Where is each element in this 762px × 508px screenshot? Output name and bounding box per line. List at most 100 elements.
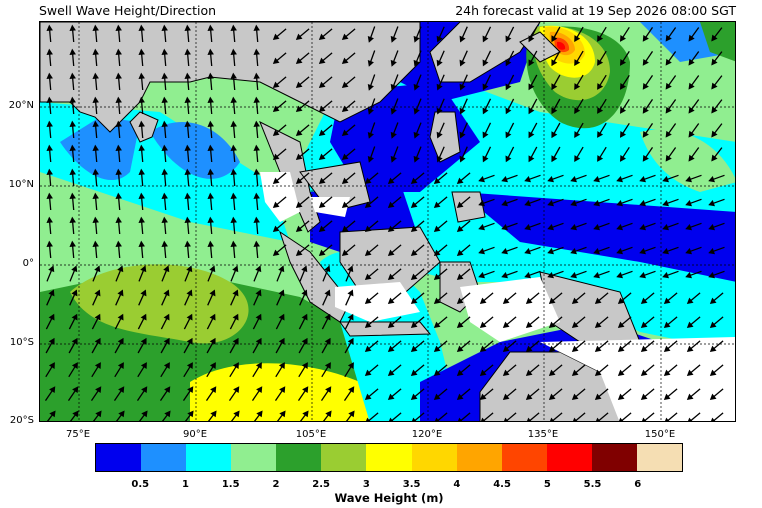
lon-label-90e: 90°E bbox=[182, 429, 208, 440]
swell-arrow-head bbox=[387, 177, 395, 184]
swell-arrow-head bbox=[46, 240, 53, 247]
swell-arrow-head bbox=[253, 216, 260, 223]
swell-arrow-head bbox=[642, 417, 647, 421]
swell-arrow-head bbox=[685, 224, 692, 231]
swell-arrow-head bbox=[184, 96, 191, 103]
swell-arrow-head bbox=[301, 265, 308, 273]
swell-arrow-head bbox=[387, 249, 395, 256]
swell-arrow-head bbox=[640, 369, 648, 376]
swell-arrow-head bbox=[688, 106, 695, 114]
swell-arrow-head bbox=[619, 107, 626, 114]
swell-arrow-head bbox=[502, 321, 510, 328]
swell-arrow-head bbox=[502, 297, 510, 304]
swell-arrow-head bbox=[665, 58, 672, 66]
swell-arrow-head bbox=[347, 313, 354, 321]
swell-arrow-head bbox=[593, 176, 600, 183]
swell-arrow-head bbox=[433, 369, 441, 376]
swell-arrow-head bbox=[318, 153, 326, 160]
swell-arrow-head bbox=[410, 273, 418, 280]
swell-arrow-head bbox=[207, 48, 214, 55]
swell-arrow-head bbox=[525, 393, 533, 400]
swell-arrow-head bbox=[597, 107, 604, 114]
swell-arrow-head bbox=[524, 272, 531, 279]
swell-arrow-head bbox=[364, 273, 372, 280]
colorbar-swatch bbox=[141, 444, 187, 471]
swell-arrow-head bbox=[295, 33, 303, 40]
swell-arrow bbox=[689, 412, 701, 421]
swell-arrow-head bbox=[253, 24, 260, 31]
swell-arrow-head bbox=[46, 168, 53, 175]
swell-arrow-head bbox=[688, 82, 695, 90]
swell-arrow-head bbox=[524, 248, 531, 255]
swell-map[interactable] bbox=[39, 21, 736, 422]
swell-arrow-head bbox=[665, 82, 672, 90]
swell-arrow-head bbox=[69, 72, 76, 79]
swell-arrow-head bbox=[230, 72, 237, 79]
swell-arrow-head bbox=[140, 362, 147, 369]
swell-arrow-head bbox=[479, 393, 487, 400]
swell-arrow-head bbox=[479, 345, 487, 352]
swell-arrow-head bbox=[709, 321, 717, 328]
swell-arrow-head bbox=[140, 265, 147, 273]
swell-arrow-head bbox=[390, 107, 397, 115]
swell-arrow-head bbox=[272, 81, 280, 88]
swell-arrow-head bbox=[479, 321, 487, 328]
swell-arrow-head bbox=[711, 130, 718, 138]
swell-arrow-head bbox=[210, 410, 217, 418]
swell-arrow-head bbox=[138, 24, 145, 31]
swell-arrow-head bbox=[46, 72, 53, 79]
swell-arrow-head bbox=[547, 224, 554, 231]
swell-arrow bbox=[597, 412, 609, 421]
swell-arrow-head bbox=[161, 120, 168, 127]
swell-arrow-head bbox=[138, 168, 145, 175]
swell-arrow-head bbox=[617, 297, 625, 304]
swell-arrow-head bbox=[501, 224, 508, 231]
swell-arrow-head bbox=[253, 96, 260, 103]
swell-arrow-head bbox=[255, 265, 262, 273]
colorbar-swatch bbox=[591, 444, 637, 471]
swell-arrow-head bbox=[209, 362, 216, 369]
swell-arrow bbox=[413, 412, 425, 421]
swell-arrow-head bbox=[548, 297, 556, 304]
swell-arrow-head bbox=[688, 34, 695, 42]
swell-arrow-head bbox=[478, 248, 485, 255]
swell-arrow-head bbox=[685, 248, 692, 255]
land-asia bbox=[40, 22, 421, 133]
swell-arrow-head bbox=[161, 72, 168, 79]
swell-arrow-head bbox=[688, 58, 695, 66]
swell-arrow-head bbox=[341, 105, 349, 112]
swell-arrow-head bbox=[367, 84, 374, 91]
swell-arrow-head bbox=[663, 393, 671, 400]
land-mindanao bbox=[451, 191, 486, 223]
swell-arrow-head bbox=[230, 192, 237, 199]
swell-arrow-head bbox=[548, 369, 556, 376]
lat-label-20s: 20°S bbox=[9, 415, 34, 426]
swell-arrow-head bbox=[325, 386, 332, 394]
swell-arrow-head bbox=[387, 201, 395, 208]
swell-arrow-head bbox=[459, 107, 466, 115]
swell-arrow-head bbox=[140, 337, 147, 345]
swell-arrow-head bbox=[711, 154, 718, 162]
swell-arrow-head bbox=[184, 24, 191, 31]
colorbar-tick-label: 2.5 bbox=[312, 479, 330, 490]
swell-arrow-head bbox=[642, 34, 649, 42]
swell-arrow-head bbox=[665, 106, 672, 114]
swell-arrow-head bbox=[502, 369, 510, 376]
swell-arrow-head bbox=[617, 345, 625, 352]
swell-arrow-head bbox=[118, 410, 125, 418]
swell-arrow-head bbox=[639, 224, 646, 231]
swell-arrow-head bbox=[436, 107, 443, 115]
swell-arrow-head bbox=[115, 120, 122, 127]
colorbar-tick-label: 0.5 bbox=[131, 479, 150, 490]
lon-label-150e: 150°E bbox=[644, 429, 676, 440]
swell-arrow-head bbox=[115, 168, 122, 175]
swell-arrow-head bbox=[184, 216, 191, 223]
swell-arrow-head bbox=[163, 337, 170, 345]
swell-arrow-head bbox=[711, 34, 718, 42]
swell-arrow-head bbox=[433, 177, 441, 184]
swell-arrow-head bbox=[46, 96, 53, 103]
swell-arrow-head bbox=[49, 386, 56, 394]
swell-arrow-head bbox=[117, 289, 124, 297]
swell-arrow-head bbox=[478, 200, 485, 207]
swell-arrow-head bbox=[233, 386, 240, 394]
